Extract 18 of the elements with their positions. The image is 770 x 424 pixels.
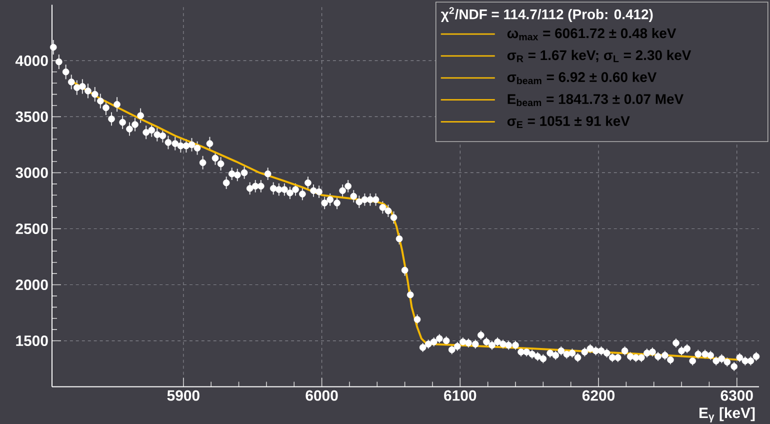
legend-title: χ$^{2}$/NDF = 114.7/112 (Prob: 0.412) <box>440 7 653 22</box>
y-tick-label: 1500 <box>16 335 48 346</box>
y-tick-label: 3500 <box>16 111 48 122</box>
x-tick-label: 6000 <box>306 390 338 401</box>
legend-label: ω$_{max}$ = 6061.72 ± 0.48 keV <box>507 28 676 40</box>
x-tick-label: 5900 <box>167 390 200 401</box>
annotation: σ$_{beam}$ = 6.92 ± 0.60 keV <box>507 72 657 84</box>
y-tick-label: 3000 <box>16 167 48 178</box>
x-axis-title: E$_{γ}$ [keV] <box>700 407 755 422</box>
x-tick-label: 6200 <box>582 390 615 401</box>
y-tick-label: 4000 <box>15 55 48 66</box>
x-tick-label: 6100 <box>444 390 476 401</box>
annotation: σ$_{E}$ = 1051 ± 91 keV <box>507 116 630 128</box>
x-tick-label: 6300 <box>720 390 753 401</box>
annotation: σ$_{R}$ = 1.67 keV; σ$_{L}$ = 2.30 keV <box>507 50 692 62</box>
y-tick-label: 2000 <box>16 279 48 290</box>
y-tick-label: 2500 <box>16 223 48 234</box>
annotation: E$_{beam}$ = 1841.73 ± 0.07 MeV <box>508 94 684 106</box>
